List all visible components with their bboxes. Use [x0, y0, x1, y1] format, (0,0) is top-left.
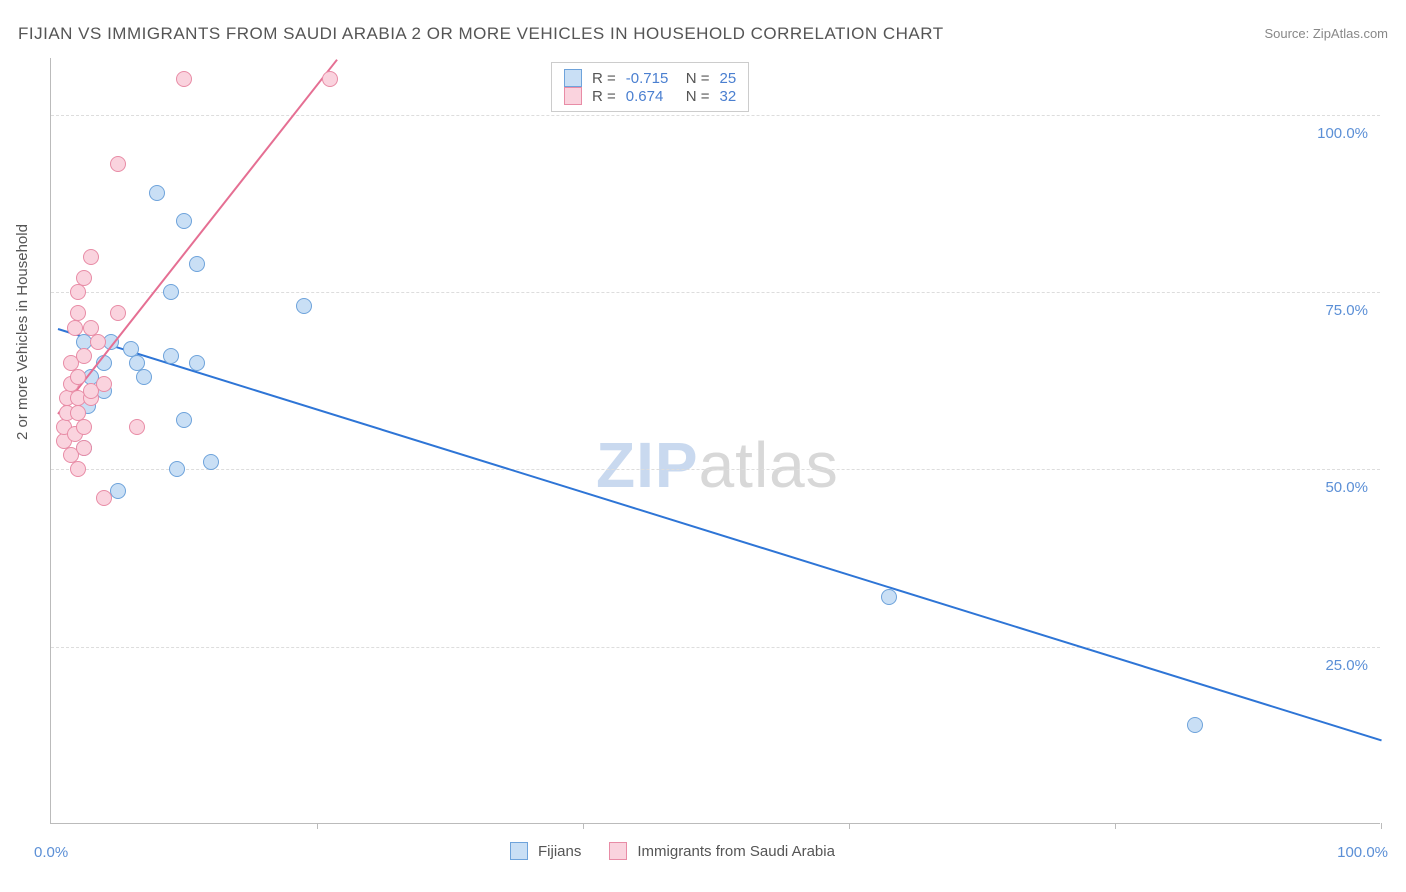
data-point — [176, 412, 192, 428]
legend-swatch-saudi — [564, 87, 582, 105]
data-point — [90, 334, 106, 350]
data-point — [67, 320, 83, 336]
source-attribution: Source: ZipAtlas.com — [1264, 26, 1388, 41]
data-point — [176, 213, 192, 229]
data-point — [70, 284, 86, 300]
grid-line — [51, 469, 1380, 470]
y-tick-label: 25.0% — [1325, 657, 1368, 674]
grid-line — [51, 647, 1380, 648]
n-label: N = — [686, 88, 710, 105]
x-tick — [849, 823, 850, 829]
data-point — [76, 348, 92, 364]
watermark: ZIPatlas — [596, 428, 839, 502]
x-axis-min-label: 0.0% — [34, 844, 68, 861]
data-point — [70, 461, 86, 477]
y-tick-label: 100.0% — [1317, 125, 1368, 142]
watermark-atlas: atlas — [699, 429, 839, 501]
legend-row-fijians: R = -0.715 N = 25 — [564, 69, 736, 87]
data-point — [881, 589, 897, 605]
chart-title: FIJIAN VS IMMIGRANTS FROM SAUDI ARABIA 2… — [18, 24, 944, 44]
grid-line — [51, 115, 1380, 116]
data-point — [189, 355, 205, 371]
data-point — [110, 305, 126, 321]
watermark-zip: ZIP — [596, 429, 699, 501]
x-tick — [317, 823, 318, 829]
data-point — [76, 270, 92, 286]
correlation-legend: R = -0.715 N = 25 R = 0.674 N = 32 — [551, 62, 749, 112]
data-point — [322, 71, 338, 87]
data-point — [169, 461, 185, 477]
grid-line — [51, 292, 1380, 293]
data-point — [149, 185, 165, 201]
plot-area: ZIPatlas R = -0.715 N = 25 R = 0.674 N =… — [50, 58, 1380, 824]
r-value-saudi: 0.674 — [626, 88, 676, 105]
data-point — [1187, 717, 1203, 733]
data-point — [83, 249, 99, 265]
data-point — [136, 369, 152, 385]
x-axis-max-label: 100.0% — [1337, 844, 1388, 861]
data-point — [163, 284, 179, 300]
data-point — [163, 348, 179, 364]
legend-label-s2: Immigrants from Saudi Arabia — [637, 843, 835, 860]
data-point — [296, 298, 312, 314]
trend-line — [57, 328, 1381, 741]
x-tick — [1381, 823, 1382, 829]
data-point — [203, 454, 219, 470]
r-value-fijians: -0.715 — [626, 70, 676, 87]
n-value-fijians: 25 — [720, 70, 737, 87]
data-point — [189, 256, 205, 272]
data-point — [70, 369, 86, 385]
legend-swatch-s1 — [510, 842, 528, 860]
data-point — [70, 305, 86, 321]
data-point — [110, 156, 126, 172]
data-point — [96, 376, 112, 392]
y-axis-title: 2 or more Vehicles in Household — [14, 224, 31, 440]
n-label: N = — [686, 70, 710, 87]
data-point — [176, 71, 192, 87]
x-tick — [583, 823, 584, 829]
y-tick-label: 75.0% — [1325, 302, 1368, 319]
legend-swatch-fijians — [564, 69, 582, 87]
series-legend: Fijians Immigrants from Saudi Arabia — [510, 842, 835, 860]
y-tick-label: 50.0% — [1325, 479, 1368, 496]
data-point — [129, 419, 145, 435]
x-tick — [1115, 823, 1116, 829]
data-point — [76, 440, 92, 456]
n-value-saudi: 32 — [720, 88, 737, 105]
data-point — [76, 419, 92, 435]
legend-label-s1: Fijians — [538, 843, 581, 860]
legend-swatch-s2 — [609, 842, 627, 860]
legend-row-saudi: R = 0.674 N = 32 — [564, 87, 736, 105]
data-point — [96, 490, 112, 506]
r-label: R = — [592, 88, 616, 105]
r-label: R = — [592, 70, 616, 87]
